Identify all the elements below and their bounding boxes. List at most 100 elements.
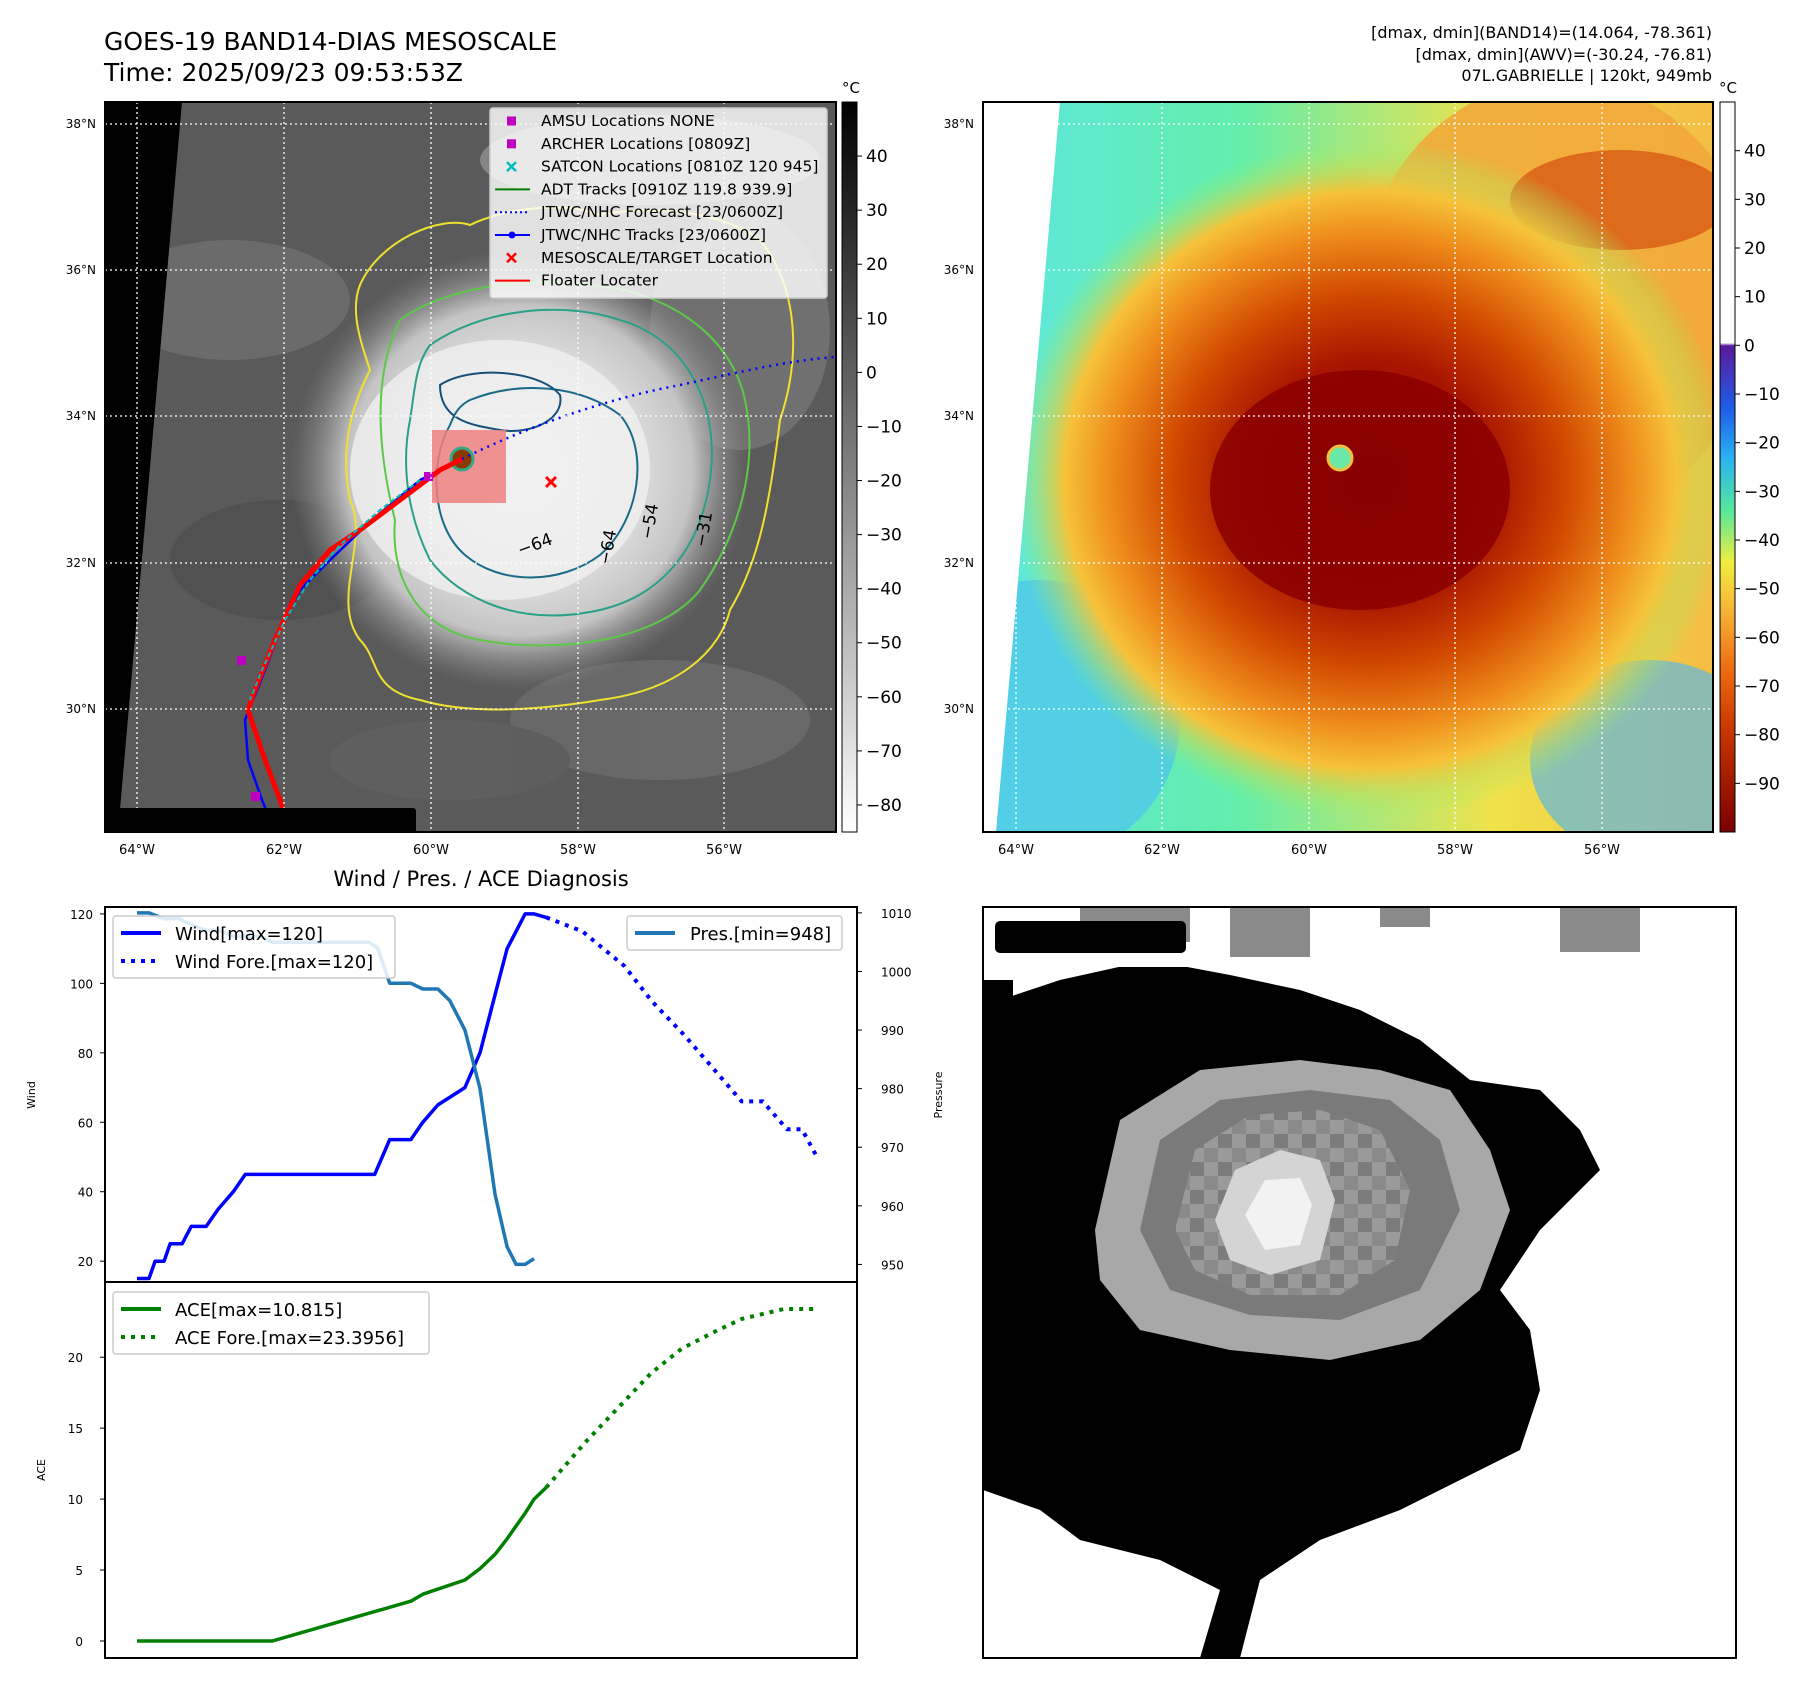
wmg-badge-box bbox=[995, 921, 1186, 953]
legend-dot-marker bbox=[508, 231, 516, 239]
pressure-legend-label: Pres.[min=948] bbox=[690, 924, 831, 945]
ace-tick-label: 10 bbox=[68, 1493, 83, 1507]
svg-text:60°W: 60°W bbox=[1291, 843, 1327, 858]
colorbar-tick-label: −40 bbox=[1744, 531, 1780, 551]
colorbar-tick-label: −10 bbox=[866, 417, 902, 437]
colorbar-tick-label: −90 bbox=[1744, 774, 1780, 794]
colorbar-tick-label: 0 bbox=[1744, 336, 1755, 356]
colorbar-tick-label: 10 bbox=[866, 309, 888, 329]
legend-x-marker bbox=[506, 161, 517, 172]
pressure-tick-label: 1000 bbox=[881, 965, 912, 979]
floater-locater-track bbox=[245, 456, 464, 832]
map-legend-item: SATCON Locations [0810Z 120 945] bbox=[506, 158, 818, 176]
svg-text:32°N: 32°N bbox=[944, 556, 974, 570]
wind-tick-label: 100 bbox=[70, 977, 93, 991]
ir-lat-labels: 38°N 36°N 34°N 32°N 30°N bbox=[66, 117, 96, 716]
map-legend-label: JTWC/NHC Tracks [23/0600Z] bbox=[540, 226, 766, 244]
pressure-tick-label: 990 bbox=[881, 1024, 904, 1038]
colorbar-tick-label: −50 bbox=[1744, 580, 1780, 600]
colorbar-tick-label: 20 bbox=[1744, 239, 1766, 259]
map-legend-item: AMSU Locations NONE bbox=[507, 112, 715, 130]
map-legend-item: MESOSCALE/TARGET Location bbox=[506, 249, 773, 267]
colorbar-tick-label: −50 bbox=[866, 634, 902, 654]
copyright-text: Copyright © 2020-2025 Dapiya bbox=[108, 811, 405, 831]
map-legend-item: ARCHER Locations [0809Z] bbox=[507, 135, 750, 153]
svg-text:30°N: 30°N bbox=[944, 702, 974, 716]
awv-map-panel: 38°N 36°N 34°N 32°N 30°N 64°W 62°W 60°W … bbox=[944, 101, 1714, 858]
map-legend-label: MESOSCALE/TARGET Location bbox=[541, 249, 773, 267]
colorbar-tick-label: −80 bbox=[1744, 726, 1780, 746]
legend-square-marker bbox=[507, 139, 516, 149]
diagnosis-title: Wind / Pres. / ACE Diagnosis bbox=[333, 867, 628, 891]
map-legend: AMSU Locations NONE ARCHER Locations [080… bbox=[489, 107, 828, 299]
ace-legend: ACE[max=10.815] ACE Fore.[max=23.3956] bbox=[112, 1291, 430, 1355]
ace-tick-label: 0 bbox=[75, 1635, 83, 1649]
svg-text:38°N: 38°N bbox=[66, 117, 96, 131]
pressure-tick-label: 980 bbox=[881, 1083, 904, 1097]
wmg-badge-text: WMG Count: 34 bbox=[1002, 925, 1177, 949]
wind-tick-label: 20 bbox=[78, 1255, 93, 1269]
svg-text:56°W: 56°W bbox=[1584, 843, 1620, 858]
colorbar-tick-label: −60 bbox=[1744, 628, 1780, 648]
archer-marker-1 bbox=[424, 472, 433, 481]
svg-text:34°N: 34°N bbox=[944, 409, 974, 423]
map-legend-item: JTWC/NHC Tracks [23/0600Z] bbox=[495, 226, 766, 244]
map-legend-label: SATCON Locations [0810Z 120 945] bbox=[541, 158, 818, 176]
ace-tick-label: 5 bbox=[75, 1564, 83, 1578]
awv-gridlines bbox=[983, 102, 1713, 832]
info-line2: [dmax, dmin](AWV)=(-30.24, -76.81) bbox=[1415, 45, 1712, 64]
awv-colorbar-unit: °C bbox=[1719, 79, 1737, 97]
info-line3: 07L.GABRIELLE | 120kt, 949mb bbox=[1461, 66, 1712, 85]
info-line1: [dmax, dmin](BAND14)=(14.064, -78.361) bbox=[1371, 23, 1712, 42]
map-legend-item: Floater Locater bbox=[495, 272, 659, 290]
map-legend-label: ADT Tracks [0910Z 119.8 939.9] bbox=[541, 180, 792, 198]
ace-tick-label: 20 bbox=[68, 1351, 83, 1365]
svg-text:56°W: 56°W bbox=[706, 843, 742, 858]
awv-lon-labels: 64°W 62°W 60°W 58°W 56°W bbox=[998, 843, 1620, 858]
colorbar-tick-label: 30 bbox=[1744, 190, 1766, 210]
wmg-panel: WMG Count: 34 bbox=[982, 906, 1737, 1659]
wind-pressure-chart: 20 40 60 80 100 120 950 960 970 980 990 1000 1010 W… bbox=[25, 906, 945, 1283]
map-legend-item: JTWC/NHC Forecast [23/0600Z] bbox=[495, 203, 783, 221]
svg-text:34°N: 34°N bbox=[66, 409, 96, 423]
wmg-frame bbox=[982, 906, 1737, 1659]
svg-text:36°N: 36°N bbox=[944, 263, 974, 277]
pressure-tick-label: 1010 bbox=[881, 907, 912, 921]
wind-tick-label: 40 bbox=[78, 1186, 93, 1200]
ir-off-disk bbox=[105, 102, 182, 832]
map-legend-item: ADT Tracks [0910Z 119.8 939.9] bbox=[495, 180, 792, 198]
pressure-axis-label: Pressure bbox=[932, 1071, 945, 1118]
ace-axis-label: ACE bbox=[35, 1459, 48, 1481]
legend-square-marker bbox=[507, 116, 516, 126]
series-line bbox=[545, 915, 819, 1158]
colorbar-tick-label: −70 bbox=[866, 742, 902, 762]
awv-map-frame bbox=[982, 101, 1714, 833]
ace-forecast-legend-label: ACE Fore.[max=23.3956] bbox=[175, 1328, 404, 1349]
main-title-line2: Time: 2025/09/23 09:53:53Z bbox=[103, 58, 463, 87]
main-title-line1: GOES-19 BAND14-DIAS MESOSCALE bbox=[104, 27, 557, 56]
svg-text:64°W: 64°W bbox=[998, 843, 1034, 858]
colorbar-tick-label: 40 bbox=[866, 147, 888, 167]
svg-text:58°W: 58°W bbox=[1437, 843, 1473, 858]
pressure-legend: Pres.[min=948] bbox=[626, 915, 843, 951]
colorbar-tick-label: 0 bbox=[866, 363, 877, 383]
svg-text:60°W: 60°W bbox=[413, 843, 449, 858]
colorbar-tick-label: −20 bbox=[1744, 434, 1780, 454]
colorbar-tick-label: −40 bbox=[866, 580, 902, 600]
wind-tick-label: 60 bbox=[78, 1116, 93, 1130]
awv-eye bbox=[1326, 444, 1354, 472]
svg-text:30°N: 30°N bbox=[66, 702, 96, 716]
wind-axis-label: Wind bbox=[25, 1081, 38, 1109]
colorbar-tick-label: 30 bbox=[866, 201, 888, 221]
colorbar-tick-label: −30 bbox=[866, 526, 902, 546]
colorbar-tick-label: −30 bbox=[1744, 482, 1780, 502]
ace-chart: 0 5 10 15 20 ACE ACE[max=10.815] ACE Fore.[m… bbox=[35, 1281, 858, 1659]
svg-text:32°N: 32°N bbox=[66, 556, 96, 570]
series-line bbox=[137, 1486, 548, 1643]
wind-tick-label: 120 bbox=[70, 908, 93, 922]
map-legend-label: ARCHER Locations [0809Z] bbox=[541, 135, 750, 153]
pressure-tick-label: 970 bbox=[881, 1141, 904, 1155]
colorbar-tick-label: −80 bbox=[866, 796, 902, 816]
ace-tick-label: 15 bbox=[68, 1422, 83, 1436]
archer-marker-3 bbox=[251, 792, 260, 801]
